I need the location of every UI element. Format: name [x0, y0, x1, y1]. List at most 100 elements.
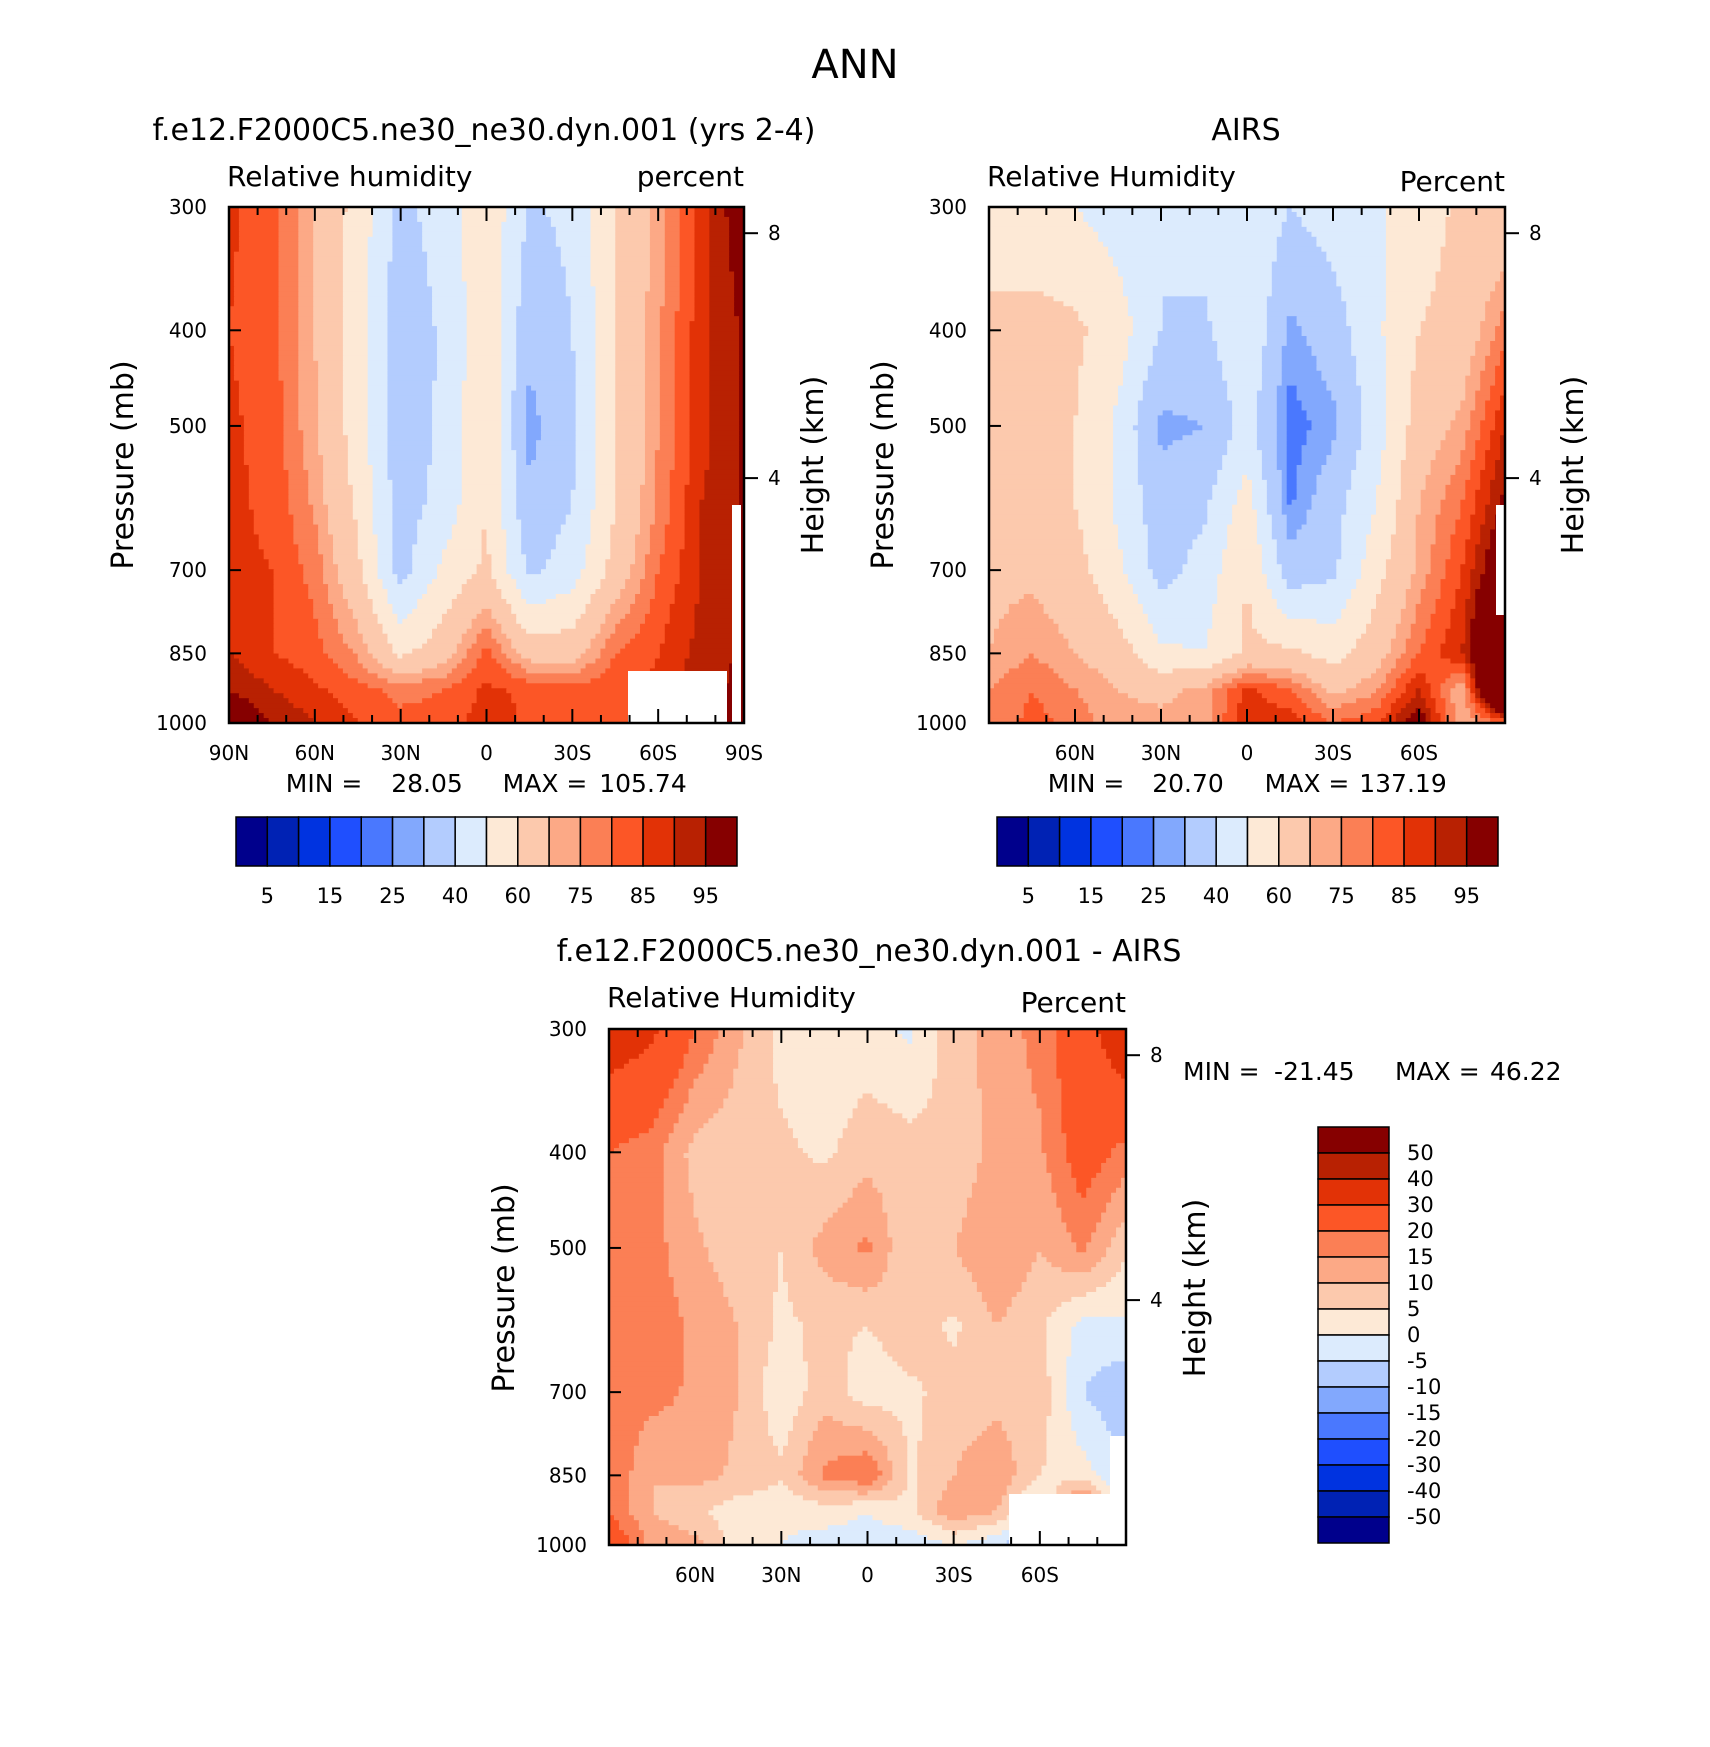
contour-cell	[1051, 1187, 1077, 1194]
contour-cell	[1341, 286, 1387, 292]
contour-cell	[1046, 1336, 1072, 1343]
contour-cell	[976, 1063, 1028, 1070]
contour-cell	[739, 455, 745, 461]
contour-cell	[1056, 1053, 1107, 1060]
contour-cell	[674, 420, 691, 426]
contour-cell	[739, 450, 745, 456]
contour-cell	[709, 216, 730, 223]
contour-cell	[323, 455, 349, 461]
contour-cell	[342, 271, 369, 278]
contour-cell	[733, 1425, 769, 1432]
contour-cell	[278, 316, 299, 322]
contour-cell	[392, 494, 428, 501]
contour-cell	[976, 1282, 1023, 1288]
contour-cell	[1425, 718, 1432, 724]
contour-cell	[1111, 1237, 1127, 1243]
contour-cell	[917, 1470, 958, 1477]
contour-cell	[852, 1346, 884, 1353]
contour-cell	[342, 345, 369, 352]
contour-cell	[352, 648, 369, 655]
contour-cell	[842, 1202, 884, 1209]
contour-cell	[1470, 584, 1481, 590]
contour-cell	[609, 1033, 655, 1040]
contour-cell	[491, 608, 512, 615]
contour-cell	[372, 519, 394, 526]
contour-cell	[1256, 425, 1278, 431]
contour-cell	[342, 633, 364, 640]
contour-cell	[1475, 678, 1506, 684]
contour-cell	[511, 638, 592, 645]
contour-cell	[1415, 693, 1422, 699]
contour-cell	[555, 544, 587, 550]
contour-cell	[1480, 375, 1496, 382]
contour-cell	[1242, 628, 1258, 635]
contour-cell	[1371, 613, 1402, 620]
contour-cell	[313, 291, 344, 297]
contour-cell	[699, 589, 735, 595]
contour-cell	[887, 1212, 968, 1219]
contour-cell	[1056, 1029, 1097, 1035]
contour-cell	[966, 1212, 1062, 1219]
contour-cell	[229, 331, 280, 337]
contour-cell	[802, 1460, 829, 1467]
contour-cell	[367, 420, 389, 426]
contour-cell	[1098, 584, 1134, 590]
contour-cell	[318, 440, 349, 446]
contour-cell	[673, 1287, 724, 1293]
contour-cell	[501, 350, 517, 357]
contour-cell	[491, 648, 502, 655]
ytick-label: 500	[929, 414, 967, 438]
contour-cell	[663, 1237, 705, 1243]
contour-cell	[1465, 479, 1481, 486]
contour-cell	[1445, 633, 1466, 640]
contour-cell	[367, 643, 394, 650]
contour-cell	[1051, 1376, 1067, 1382]
contour-cell	[989, 430, 1074, 436]
contour-cell	[654, 455, 676, 461]
contour-cell	[278, 370, 299, 377]
contour-cell	[288, 698, 339, 704]
contour-cell	[659, 370, 676, 377]
contour-cell	[1316, 618, 1337, 625]
contour-cell	[1470, 698, 1476, 704]
contour-cell	[1286, 440, 1308, 446]
contour-cell	[501, 340, 517, 347]
contour-cell	[1106, 1202, 1127, 1209]
contour-cell	[1113, 450, 1139, 456]
contour-cell	[545, 207, 592, 213]
contour-cell	[501, 301, 522, 307]
contour-cell	[1301, 221, 1387, 228]
contour-cell	[778, 1083, 933, 1090]
contour-cell	[1122, 291, 1273, 297]
contour-cell	[669, 499, 686, 506]
contour-cell	[1276, 256, 1327, 263]
contour-cell	[1390, 554, 1417, 560]
contour-cell	[1385, 340, 1417, 347]
contour-cell	[1291, 499, 1313, 506]
contour-cell	[432, 286, 468, 292]
contour-cell	[496, 658, 512, 665]
contour-cell	[1400, 474, 1427, 481]
contour-cell	[283, 385, 299, 392]
contour-cell	[1281, 569, 1337, 575]
contour-cell	[674, 350, 691, 357]
contour-cell	[1276, 415, 1288, 421]
contour-cell	[575, 618, 606, 625]
contour-cell	[1232, 514, 1258, 521]
contour-cell	[298, 326, 314, 332]
contour-cell	[1103, 673, 1223, 679]
contour-cell	[615, 326, 646, 332]
contour-cell	[902, 1525, 943, 1531]
contour-cell	[268, 683, 319, 689]
contour-cell	[1500, 435, 1506, 441]
contour-cell	[778, 1252, 784, 1258]
contour-cell	[792, 1416, 824, 1422]
contour-cell	[1450, 608, 1466, 615]
contour-cell	[1003, 673, 1060, 679]
contour-cell	[313, 718, 359, 724]
contour-cell	[367, 360, 389, 367]
contour-cell	[516, 380, 577, 387]
contour-cell	[1371, 514, 1397, 521]
contour-cell	[658, 1515, 714, 1521]
contour-cell	[1227, 524, 1258, 531]
